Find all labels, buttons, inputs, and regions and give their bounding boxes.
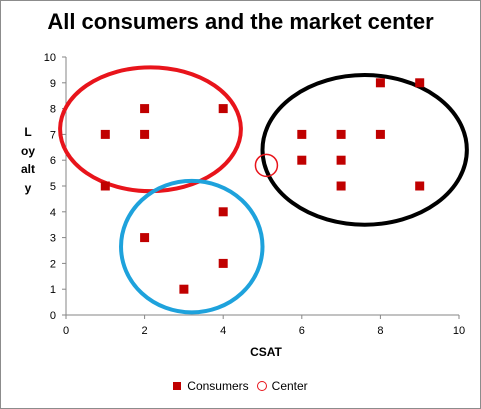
y-tick-label: 5 — [50, 181, 56, 193]
cluster-outline-1 — [119, 178, 265, 315]
consumer-point — [297, 155, 307, 165]
x-tick-label: 2 — [142, 325, 148, 337]
y-tick-label: 7 — [50, 129, 56, 141]
legend: Consumers Center — [1, 379, 480, 393]
cluster-outline-0 — [58, 65, 243, 194]
consumer-point — [415, 78, 425, 88]
chart-title: All consumers and the market center — [47, 9, 434, 34]
y-tick-label: 0 — [50, 310, 56, 322]
consumer-point — [100, 129, 110, 139]
consumer-point — [218, 104, 228, 114]
consumer-point — [336, 129, 346, 139]
legend-square-marker — [173, 382, 182, 390]
legend-item-consumers: Consumers — [173, 379, 249, 393]
center-point — [254, 153, 279, 178]
consumer-point — [179, 284, 189, 294]
x-tick-label: 8 — [377, 325, 383, 337]
x-tick-label: 0 — [63, 325, 69, 337]
y-tick-label: 10 — [44, 52, 56, 64]
y-tick-label: 2 — [50, 258, 56, 270]
x-axis-label: CSAT — [250, 345, 282, 359]
consumer-point — [415, 181, 425, 191]
y-tick-label: 8 — [50, 104, 56, 116]
x-tick-label: 4 — [220, 325, 226, 337]
x-tick-label: 10 — [453, 325, 465, 337]
consumer-point — [140, 233, 150, 243]
y-tick-label: 3 — [50, 233, 56, 245]
consumer-point — [218, 258, 228, 268]
consumer-point — [297, 129, 307, 139]
y-tick-label: 4 — [50, 207, 56, 219]
consumer-point — [336, 155, 346, 165]
y-tick-label: 9 — [50, 78, 56, 90]
cluster-outline-2 — [260, 73, 469, 227]
consumer-point — [218, 207, 228, 217]
x-tick-label: 6 — [299, 325, 305, 337]
cluster-outlines — [58, 65, 469, 315]
y-axis-label: Loyalty — [21, 125, 36, 195]
y-tick-label: 1 — [50, 284, 56, 296]
consumer-point — [140, 104, 150, 114]
data-marks — [100, 78, 425, 294]
consumer-point — [375, 129, 385, 139]
consumer-point — [336, 181, 346, 191]
consumer-point — [100, 181, 110, 191]
legend-item-center: Center — [256, 379, 308, 393]
legend-label-center: Center — [271, 379, 308, 393]
consumer-point — [140, 129, 150, 139]
axes: 0 1 2 3 4 5 6 7 8 9 10 0 2 4 6 8 10 — [44, 52, 465, 337]
y-tick-label: 6 — [50, 155, 56, 167]
consumer-point — [375, 78, 385, 88]
legend-label-consumers: Consumers — [187, 379, 249, 393]
legend-circle-marker — [256, 381, 267, 391]
